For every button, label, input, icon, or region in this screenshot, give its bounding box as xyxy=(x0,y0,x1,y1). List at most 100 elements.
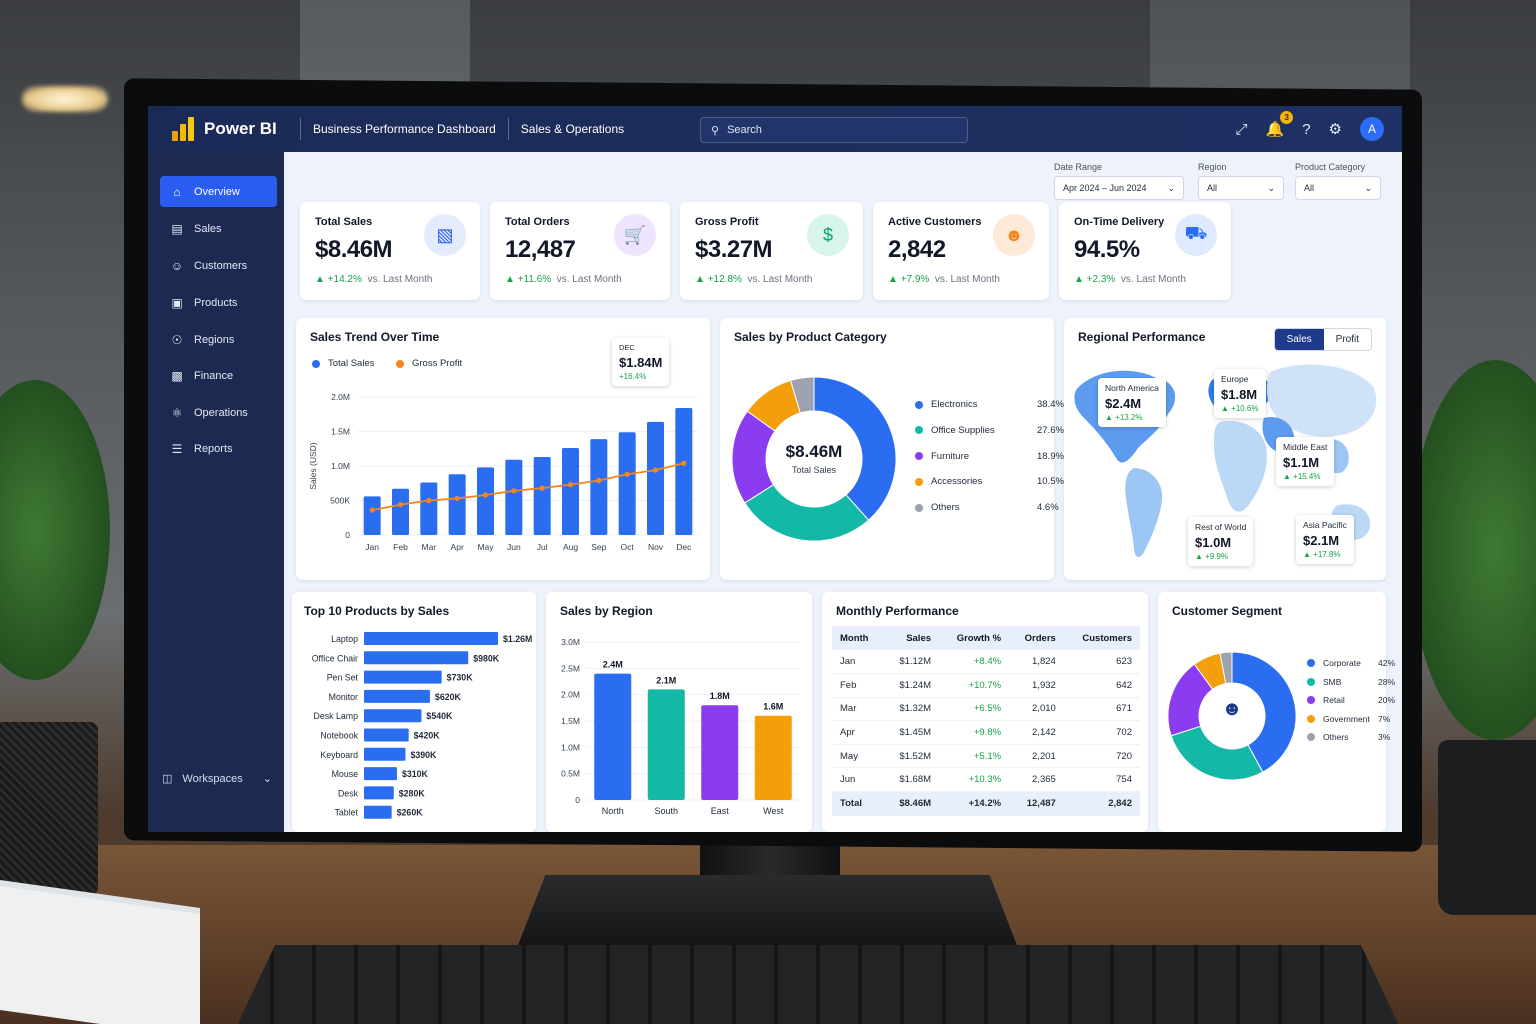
donut-center-value: $8.46M xyxy=(785,442,843,461)
table-cell: 1,824 xyxy=(1009,650,1064,675)
legend-label: Gross Profit xyxy=(412,358,463,369)
cart-icon: 🛒 xyxy=(614,214,656,256)
legend-label: Others xyxy=(1323,732,1349,742)
y-tick-label: 2.0M xyxy=(561,690,580,700)
sidebar-item-customers[interactable]: ☺ Customers xyxy=(160,250,277,281)
filter-value: All xyxy=(1207,183,1218,193)
trend-bar xyxy=(392,488,409,535)
x-tick-label: Oct xyxy=(621,542,635,552)
region-value: $2.4M xyxy=(1105,396,1142,411)
table-cell: $1.52M xyxy=(883,744,940,769)
legend-item-retail[interactable]: Retail 20% xyxy=(1307,695,1395,705)
card-title: Top 10 Products by Sales xyxy=(304,604,450,618)
legend-swatch xyxy=(915,426,923,435)
kpi-delta: ▲ +2.3% vs. Last Month xyxy=(1074,274,1186,285)
legend-item-furniture[interactable]: Furniture 18.9% xyxy=(915,451,1064,462)
table-row[interactable]: May $1.52M +5.1% 2,201 720 xyxy=(832,744,1140,769)
column-header[interactable]: Customers xyxy=(1063,626,1140,650)
kpi-on-time-delivery[interactable]: On-Time Delivery 94.5% ▲ +2.3% vs. Last … xyxy=(1059,202,1231,300)
table-cell: 671 xyxy=(1063,697,1140,722)
legend-item-others[interactable]: Others 3% xyxy=(1307,732,1390,742)
table-total-row[interactable]: Total $8.46M +14.2% 12,487 2,842 xyxy=(832,791,1140,816)
product-bar xyxy=(364,805,392,819)
bell-icon[interactable]: 🔔 3 xyxy=(1266,111,1294,138)
table-cell: +10.3% xyxy=(939,767,1010,793)
kpi-total-orders[interactable]: Total Orders 12,487 ▲ +11.6% vs. Last Mo… xyxy=(490,202,670,300)
product-label: Pen Set xyxy=(327,673,359,683)
legend-item-electronics[interactable]: Electronics 38.4% xyxy=(915,399,1064,410)
tooltip-delta: +16.4% xyxy=(619,372,647,381)
tooltip-month: DEC xyxy=(619,343,635,352)
avatar[interactable]: A xyxy=(1360,117,1384,141)
breadcrumb-section[interactable]: Sales & Operations xyxy=(520,122,625,136)
ceiling-lamp xyxy=(22,86,108,112)
kpi-active-customers[interactable]: Active Customers 2,842 ▲ +7.9% vs. Last … xyxy=(873,202,1049,300)
y-tick-label: 0 xyxy=(345,530,350,540)
search-input[interactable]: ⚲ Search xyxy=(700,117,968,143)
sidebar-item-label: Regions xyxy=(194,333,235,346)
category-select[interactable]: All ⌄ xyxy=(1295,176,1381,200)
table-row[interactable]: Apr $1.45M +9.8% 2,142 702 xyxy=(832,720,1140,745)
app-logo[interactable]: Power BI xyxy=(148,117,288,141)
sidebar-item-products[interactable]: ▣ Products xyxy=(160,287,277,318)
x-tick-label: Sep xyxy=(591,542,606,552)
table-cell: Total xyxy=(832,791,884,816)
product-bar xyxy=(364,632,498,645)
table-cell: 12,487 xyxy=(1009,791,1064,816)
legend-item-corporate[interactable]: Corporate 42% xyxy=(1307,658,1395,668)
table-row[interactable]: Jun $1.68M +10.3% 2,365 754 xyxy=(832,767,1140,793)
gear-icon[interactable]: ⚙ xyxy=(1328,121,1342,138)
legend-item-office-supplies[interactable]: Office Supplies 27.6% xyxy=(915,425,1064,436)
column-header[interactable]: Month xyxy=(832,626,884,650)
sidebar-item-overview[interactable]: ⌂ Overview xyxy=(160,176,277,207)
workspaces-dropdown[interactable]: ◫ Workspaces ⌄ xyxy=(162,772,272,786)
table-row[interactable]: Feb $1.24M +10.7% 1,932 642 xyxy=(832,673,1140,698)
table-cell: +14.2% xyxy=(939,791,1010,816)
table-cell: 2,365 xyxy=(1009,767,1064,793)
kpi-value: $8.46M xyxy=(315,236,393,263)
table-cell: 2,201 xyxy=(1009,744,1064,769)
workspaces-label: Workspaces xyxy=(182,772,243,785)
column-header[interactable]: Orders xyxy=(1009,626,1064,650)
kpi-value: $3.27M xyxy=(695,236,773,263)
legend-label: Retail xyxy=(1323,695,1345,705)
region-select[interactable]: All ⌄ xyxy=(1198,176,1284,200)
sidebar-item-reports[interactable]: ☰ Reports xyxy=(160,433,277,464)
region-tag-north-america[interactable]: North America $2.4M ▲ +13.2% xyxy=(1098,378,1166,427)
legend-item-government[interactable]: Government 7% xyxy=(1307,714,1390,724)
trend-bar xyxy=(533,457,551,535)
legend-label: Electronics xyxy=(931,399,978,410)
toggle-sales[interactable]: Sales xyxy=(1274,329,1324,350)
kpi-gross-profit[interactable]: Gross Profit $3.27M ▲ +12.8% vs. Last Mo… xyxy=(680,202,863,300)
dashboard-screen: Power BI Business Performance Dashboard … xyxy=(148,106,1402,832)
region-tag-middle-east[interactable]: Middle East $1.1M ▲ +15.4% xyxy=(1276,437,1335,486)
region-tag-asia-pacific[interactable]: Asia Pacific $2.1M ▲ +17.8% xyxy=(1296,515,1354,564)
region-value: $1.1M xyxy=(1283,455,1320,470)
expand-icon[interactable]: ⤢ xyxy=(1235,120,1248,138)
region-delta: ▲ +17.8% xyxy=(1303,550,1341,559)
sidebar-item-sales[interactable]: ▤ Sales xyxy=(160,213,277,244)
help-icon[interactable]: ? xyxy=(1302,120,1311,138)
column-header[interactable]: Growth % xyxy=(939,626,1010,650)
kpi-total-sales[interactable]: Total Sales $8.46M ▲ +14.2% vs. Last Mon… xyxy=(300,202,480,300)
legend-item-others[interactable]: Others 4.6% xyxy=(915,502,1059,513)
sidebar-item-regions[interactable]: ☉ Regions xyxy=(160,324,277,355)
breadcrumb-dashboard[interactable]: Business Performance Dashboard xyxy=(313,122,496,136)
table-row[interactable]: Mar $1.32M +6.5% 2,010 671 xyxy=(832,697,1140,722)
region-tag-europe[interactable]: Europe $1.8M ▲ +10.6% xyxy=(1214,369,1266,418)
trend-bar xyxy=(448,474,466,535)
legend-swatch xyxy=(1307,659,1315,667)
legend-gross-profit[interactable]: Gross Profit xyxy=(396,358,462,369)
x-tick-label: Jun xyxy=(507,542,521,552)
sidebar-item-operations[interactable]: ⚛ Operations xyxy=(160,397,277,428)
region-tag-rest-of-world[interactable]: Rest of World $1.0M ▲ +9.9% xyxy=(1188,517,1254,566)
legend-total-sales[interactable]: Total Sales xyxy=(312,358,374,369)
sidebar-item-finance[interactable]: ▩ Finance xyxy=(160,360,277,391)
legend-item-smb[interactable]: SMB 28% xyxy=(1307,677,1395,687)
table-row[interactable]: Jan $1.12M +8.4% 1,824 623 xyxy=(832,650,1140,675)
column-header[interactable]: Sales xyxy=(883,626,940,650)
legend-item-accessories[interactable]: Accessories 10.5% xyxy=(915,476,1064,487)
chevron-down-icon: ⌄ xyxy=(1167,182,1175,193)
toggle-profit[interactable]: Profit xyxy=(1335,334,1359,345)
date-range-select[interactable]: Apr 2024 – Jun 2024 ⌄ xyxy=(1054,176,1184,200)
